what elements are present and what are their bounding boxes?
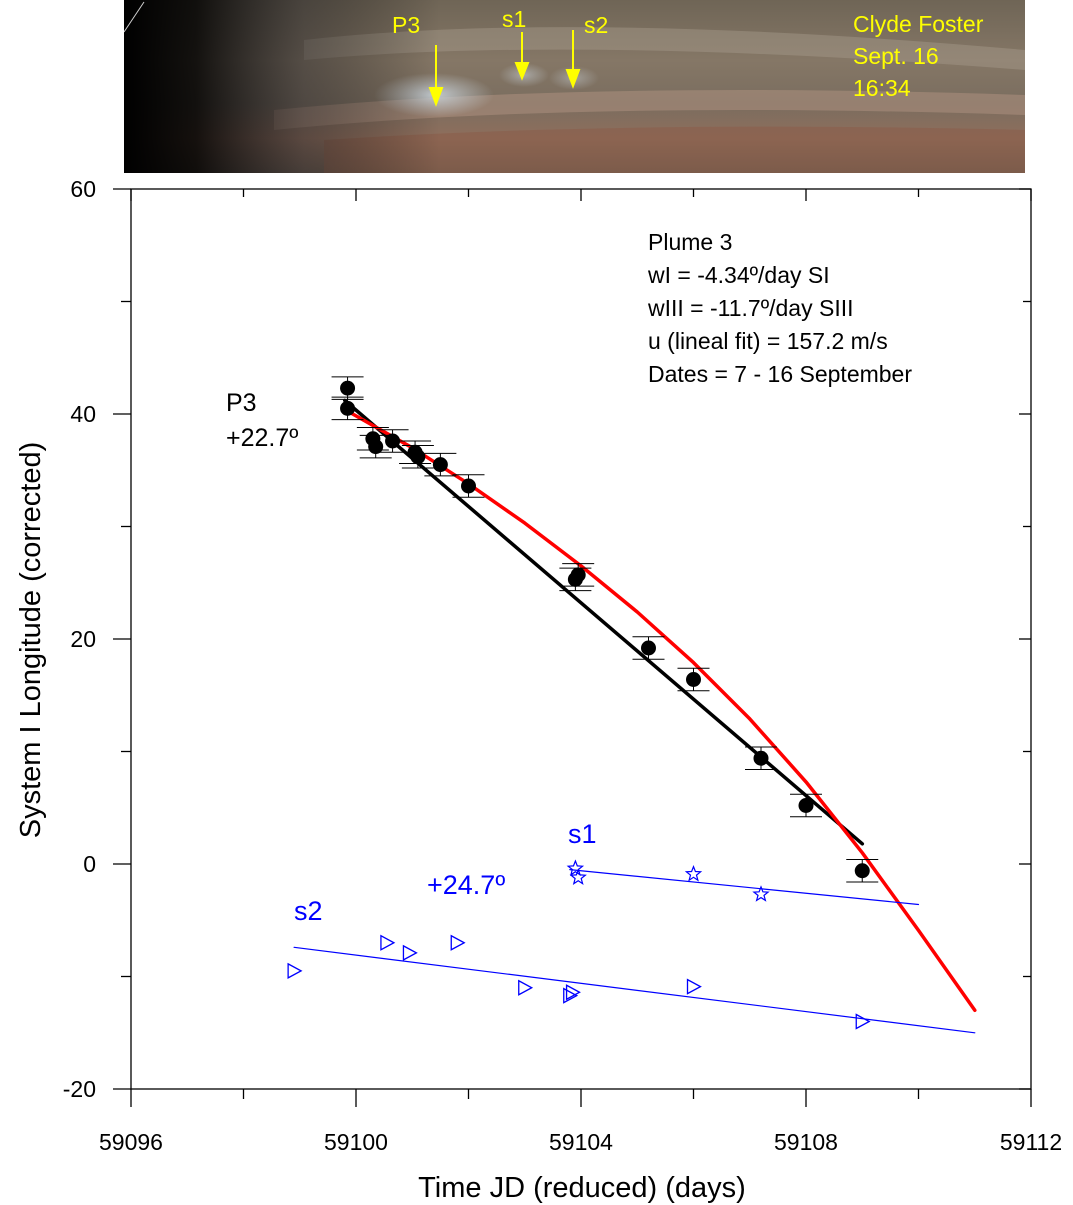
- fit-line: [343, 407, 977, 1013]
- p3-point: [340, 400, 356, 416]
- fit-line: [293, 946, 976, 1034]
- p3-point: [385, 433, 401, 449]
- arrow-s1-head: [514, 62, 530, 81]
- fit-line: [343, 398, 865, 846]
- annotation-s2-name: s2: [294, 896, 323, 926]
- info-box: Plume 3 wI = -4.34º/day SI wIII = -11.7º…: [647, 229, 912, 387]
- info-wIII: wIII = -11.7º/day SIII: [647, 295, 853, 321]
- p3-point: [854, 863, 870, 879]
- photo-marker-s2: s2: [584, 12, 608, 38]
- fit-line: [569, 869, 920, 906]
- s2-point: [450, 934, 466, 951]
- fit-lines: [293, 398, 977, 1034]
- x-tick-label: 59112: [1000, 1129, 1062, 1155]
- photo-marker-p3: P3: [392, 12, 420, 38]
- s1-point: [752, 885, 770, 902]
- s1-point: [684, 864, 703, 882]
- annotation-s1-name: s1: [568, 819, 597, 849]
- y-tick-label: 40: [70, 401, 96, 427]
- y-tick-label: 0: [83, 851, 96, 877]
- s1-point: [566, 859, 585, 876]
- data-points: [287, 376, 879, 1030]
- s2-point: [287, 962, 303, 979]
- p3-point: [753, 750, 769, 766]
- p3-point: [570, 567, 586, 583]
- p3-point: [798, 798, 814, 813]
- s2-point: [563, 987, 579, 1004]
- p3-point: [368, 439, 384, 455]
- arrow-s2-head: [565, 69, 581, 89]
- plot-frame: [130, 188, 1032, 1090]
- photo-credit-time: 16:34: [853, 75, 911, 101]
- s1-point: [569, 868, 587, 885]
- info-wI: wI = -4.34º/day SI: [647, 262, 830, 288]
- x-axis-label: Time JD (reduced) (days): [418, 1172, 746, 1204]
- annotation-p3-name: P3: [226, 389, 257, 417]
- p3-point: [686, 672, 701, 687]
- s2-point: [402, 944, 418, 961]
- s2-point: [518, 979, 534, 996]
- y-tick-label: -20: [63, 1076, 96, 1102]
- photo-credit-date: Sept. 16: [853, 43, 939, 69]
- photo-marker-s1: s1: [502, 6, 526, 32]
- info-velocity: u (lineal fit) = 157.2 m/s: [648, 328, 888, 354]
- annotation-p3-latitude: +22.7º: [226, 424, 298, 452]
- annotation-s-latitude: +24.7º: [427, 870, 505, 900]
- x-tick-label: 59096: [99, 1129, 163, 1155]
- y-tick-label: 60: [70, 176, 96, 202]
- p3-point: [641, 640, 656, 656]
- plot-axes: [113, 188, 1032, 1107]
- x-tick-label: 59100: [324, 1129, 388, 1155]
- p3-point: [410, 449, 426, 465]
- photo-canvas: P3 s1 s2 Clyde Foster Sept. 16 16:34: [124, 0, 1025, 173]
- info-title: Plume 3: [648, 229, 732, 255]
- jupiter-photo: P3 s1 s2 Clyde Foster Sept. 16 16:34: [124, 0, 1025, 173]
- s2-point: [565, 984, 581, 1001]
- s2-point: [686, 978, 702, 995]
- y-tick-label: 20: [70, 626, 96, 652]
- x-tick-label: 59104: [549, 1129, 613, 1155]
- s2-point: [855, 1013, 871, 1030]
- p3-point: [432, 457, 448, 473]
- p3-point: [340, 380, 356, 396]
- photo-credit-name: Clyde Foster: [853, 11, 984, 37]
- p3-point: [461, 478, 476, 494]
- arrow-p3-head: [428, 87, 444, 107]
- tick-labels: 59096 59100 59104 59108 59112 -20 0 20 40 60: [63, 176, 1062, 1155]
- x-tick-label: 59108: [774, 1129, 838, 1155]
- y-axis-label: System I Longitude (corrected): [15, 442, 47, 839]
- info-dates: Dates = 7 - 16 September: [648, 361, 912, 387]
- s2-point: [380, 934, 396, 951]
